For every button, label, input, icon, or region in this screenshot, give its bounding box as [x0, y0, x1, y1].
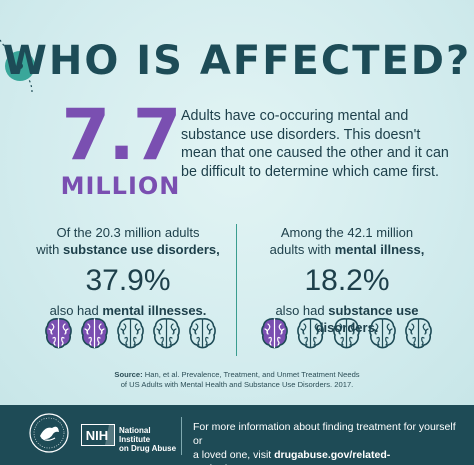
brain-icon: [297, 318, 324, 349]
page-title: WHO IS AFFECTED?: [2, 38, 472, 84]
footer-info: For more information about finding treat…: [193, 420, 463, 465]
source-text-1: Han, et al. Prevalence, Treatment, and U…: [142, 370, 360, 379]
headline-unit: MILLION: [60, 172, 181, 200]
left-stat-percent: 37.9%: [85, 264, 171, 297]
left-stat-line2: with substance use disorders,: [30, 241, 226, 258]
footer-info-prefix: a loved one, visit: [193, 449, 275, 461]
footer-treatment-link[interactable]: drugabuse.gov/related-topics/treatment.: [193, 449, 391, 465]
footer-info-line2: a loved one, visit drugabuse.gov/related…: [193, 448, 463, 465]
right-stat-line1: Among the 42.1 million: [280, 225, 414, 240]
left-stat-line1: Of the 20.3 million adults: [56, 225, 200, 240]
column-divider: [236, 224, 237, 356]
brain-icon-highlighted: [81, 318, 108, 349]
right-stat-line2: adults with mental illness,: [249, 241, 445, 258]
nih-logo-text: NIH: [86, 428, 108, 443]
brain-icon: [117, 318, 144, 349]
nih-logo-icon: NIH: [81, 424, 115, 446]
footer-divider: [181, 417, 182, 455]
brain-icon-highlighted: [261, 318, 288, 349]
left-stat-after-prefix: also had: [49, 303, 103, 318]
brain-icon: [189, 318, 216, 349]
brain-icon: [153, 318, 180, 349]
right-stat-percent: 18.2%: [304, 264, 390, 297]
brain-icon: [333, 318, 360, 349]
left-stat-line2-prefix: with: [36, 242, 63, 257]
left-stat-after-bold: mental illnesses.: [102, 303, 207, 318]
source-label: Source:: [114, 370, 143, 379]
nih-label: National Institute on Drug Abuse: [119, 426, 179, 453]
headline-description: Adults have co-occuring mental and subst…: [181, 108, 449, 180]
brain-icon: [405, 318, 432, 349]
hhs-eagle-seal-icon: [29, 413, 69, 453]
brain-icon-highlighted: [45, 318, 72, 349]
right-stat-line2-prefix: adults with: [269, 242, 335, 257]
source-text-2: of US Adults with Mental Health and Subs…: [120, 380, 354, 389]
right-brain-icons: [260, 316, 433, 350]
headline-number: 7.7: [61, 94, 181, 176]
decorative-line: [0, 39, 35, 93]
brain-icon: [369, 318, 396, 349]
left-stat-after: also had mental illnesses.: [30, 302, 226, 319]
left-stat: Of the 20.3 million adults with substanc…: [30, 224, 226, 319]
nih-label-line1: National Institute: [119, 426, 151, 444]
left-stat-line2-bold: substance use disorders,: [62, 242, 220, 257]
right-stat: Among the 42.1 million adults with menta…: [249, 224, 445, 336]
footer-info-line1: For more information about finding treat…: [193, 421, 456, 447]
nih-label-line2: on Drug Abuse: [119, 444, 177, 453]
left-brain-icons: [44, 316, 217, 350]
source-citation: Source: Han, et al. Prevalence, Treatmen…: [30, 370, 444, 390]
footer-bar: [0, 405, 474, 465]
right-stat-after-prefix: also had: [275, 303, 329, 318]
right-stat-line2-bold: mental illness,: [334, 242, 425, 257]
